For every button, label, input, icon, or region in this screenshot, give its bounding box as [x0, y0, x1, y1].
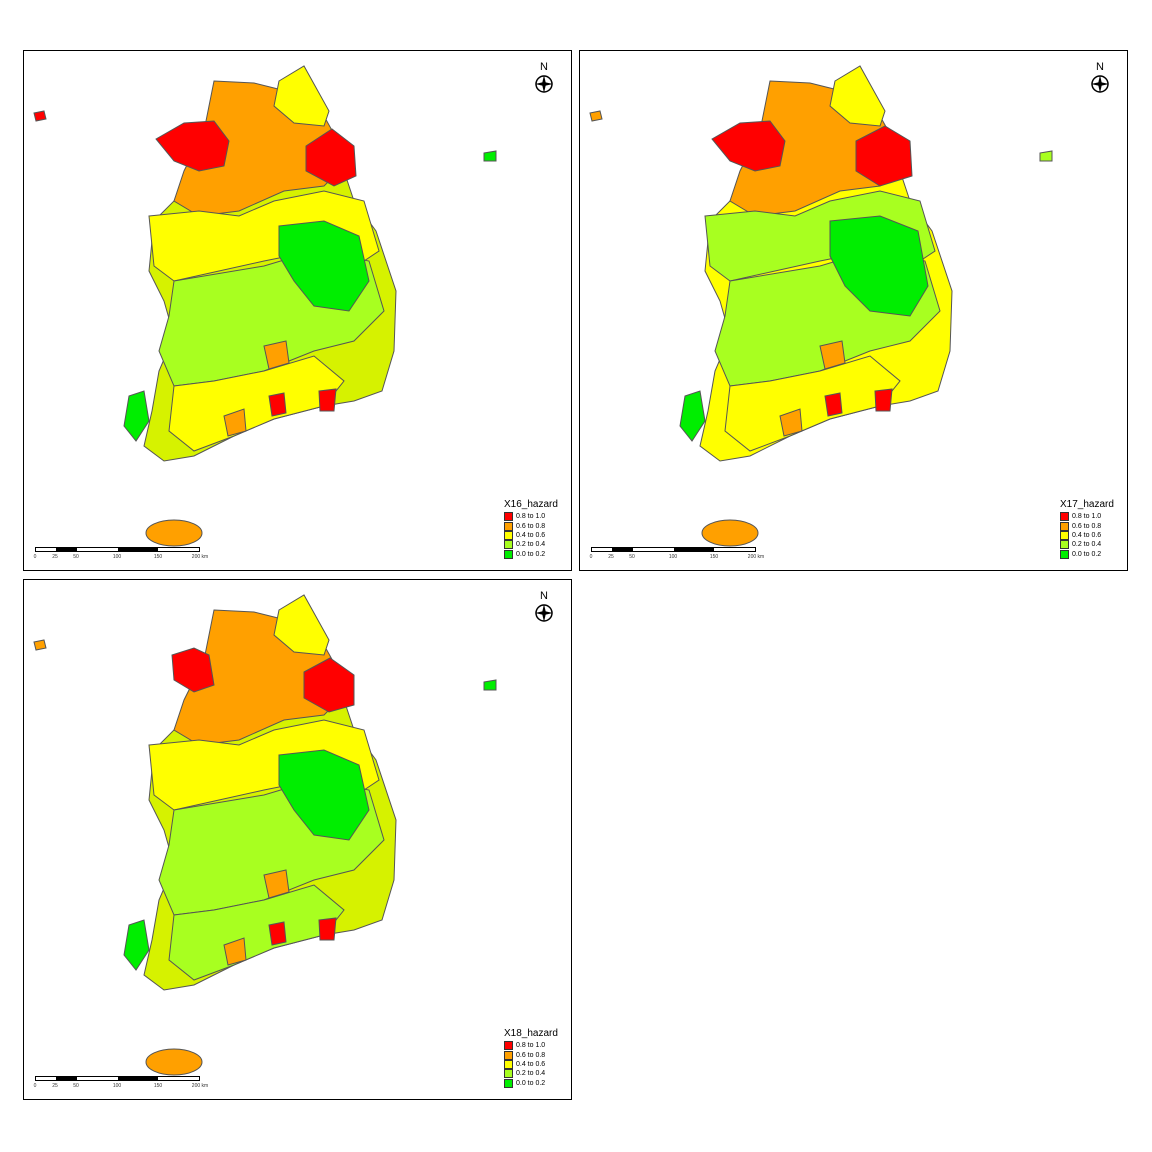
scale-tick: 100 — [112, 554, 122, 560]
legend-label: 0.0 to 0.2 — [1072, 550, 1102, 558]
scale-tick: 25 — [52, 1083, 58, 1089]
legend-label: 0.0 to 0.2 — [516, 550, 546, 558]
legend-label: 0.2 to 0.4 — [516, 541, 546, 549]
legend-item: 0.6 to 0.8 — [504, 521, 558, 531]
legend-swatch — [504, 1059, 513, 1069]
scale-tick: 50 — [73, 554, 79, 560]
legend-title: X16_hazard — [504, 499, 558, 510]
legend-swatch — [504, 549, 513, 559]
legend-item: 0.6 to 0.8 — [1060, 521, 1114, 531]
choropleth-map — [33, 594, 497, 1076]
scale-tick: 0 — [589, 554, 593, 560]
legend-swatch — [504, 512, 513, 522]
scale-tick: 200 km — [191, 554, 209, 560]
legend-label: 0.6 to 0.8 — [1072, 522, 1102, 530]
legend-label: 0.4 to 0.6 — [1072, 531, 1102, 539]
legend-item: 0.0 to 0.2 — [1060, 549, 1114, 559]
compass-rose-icon — [535, 75, 553, 93]
legend-label: 0.2 to 0.4 — [1072, 541, 1102, 549]
scale-tick: 100 — [112, 1083, 122, 1089]
legend-label: 0.8 to 1.0 — [516, 1042, 546, 1050]
map-panel-x18: N X18_hazard 0.8 to 1.0 0.6 to 0.8 0.4 t… — [23, 579, 572, 1100]
legend-item: 0.8 to 1.0 — [504, 512, 558, 522]
north-letter: N — [540, 590, 548, 602]
legend-swatch — [504, 1078, 513, 1088]
legend-title: X17_hazard — [1060, 499, 1114, 510]
legend-item: 0.0 to 0.2 — [504, 549, 558, 559]
legend-item: 0.4 to 0.6 — [1060, 530, 1114, 540]
legend-label: 0.2 to 0.4 — [516, 1070, 546, 1078]
scale-tick: 25 — [608, 554, 614, 560]
legend-item: 0.0 to 0.2 — [504, 1078, 558, 1088]
legend-item: 0.2 to 0.4 — [1060, 540, 1114, 550]
scale-tick: 100 — [668, 554, 678, 560]
legend-label: 0.4 to 0.6 — [516, 531, 546, 539]
legend-item: 0.4 to 0.6 — [504, 1059, 558, 1069]
legend-swatch — [504, 530, 513, 540]
legend-label: 0.8 to 1.0 — [516, 513, 546, 521]
scale-bar — [591, 547, 756, 552]
scale-tick: 0 — [33, 554, 37, 560]
north-arrow: N — [532, 62, 556, 94]
scale-tick: 50 — [73, 1083, 79, 1089]
legend-swatch — [1060, 521, 1069, 531]
legend-item: 0.2 to 0.4 — [504, 1069, 558, 1079]
legend-swatch — [1060, 512, 1069, 522]
compass-rose-icon — [1091, 75, 1109, 93]
legend-item: 0.8 to 1.0 — [1060, 512, 1114, 522]
scale-tick: 50 — [629, 554, 635, 560]
legend: X17_hazard 0.8 to 1.0 0.6 to 0.8 0.4 to … — [1060, 499, 1114, 559]
scale-tick: 150 — [709, 554, 719, 560]
legend-item: 0.2 to 0.4 — [504, 540, 558, 550]
scale-bar — [35, 547, 200, 552]
legend-label: 0.8 to 1.0 — [1072, 513, 1102, 521]
north-arrow: N — [532, 591, 556, 623]
scale-bar — [35, 1076, 200, 1081]
scale-tick: 25 — [52, 554, 58, 560]
legend-item: 0.6 to 0.8 — [504, 1050, 558, 1060]
legend-title: X18_hazard — [504, 1028, 558, 1039]
legend-swatch — [1060, 549, 1069, 559]
scale-tick: 200 km — [747, 554, 765, 560]
legend-swatch — [504, 1041, 513, 1051]
map-panel-x17: N X17_hazard 0.8 to 1.0 0.6 to 0.8 0.4 t… — [579, 50, 1128, 571]
choropleth-map — [33, 65, 497, 547]
legend-item: 0.8 to 1.0 — [504, 1041, 558, 1051]
legend-swatch — [504, 521, 513, 531]
legend-label: 0.0 to 0.2 — [516, 1079, 546, 1087]
scale-tick: 200 km — [191, 1083, 209, 1089]
legend-swatch — [504, 1069, 513, 1079]
legend: X16_hazard 0.8 to 1.0 0.6 to 0.8 0.4 to … — [504, 499, 558, 559]
legend: X18_hazard 0.8 to 1.0 0.6 to 0.8 0.4 to … — [504, 1028, 558, 1088]
legend-label: 0.4 to 0.6 — [516, 1060, 546, 1068]
legend-swatch — [1060, 530, 1069, 540]
north-letter: N — [540, 61, 548, 73]
scale-tick: 0 — [33, 1083, 37, 1089]
scale-tick: 150 — [153, 554, 163, 560]
scale-tick: 150 — [153, 1083, 163, 1089]
legend-label: 0.6 to 0.8 — [516, 522, 546, 530]
compass-rose-icon — [535, 604, 553, 622]
map-panel-x16: N X16_hazard 0.8 to 1.0 0.6 to 0.8 0.4 t… — [23, 50, 572, 571]
legend-swatch — [504, 1050, 513, 1060]
legend-swatch — [504, 540, 513, 550]
north-arrow: N — [1088, 62, 1112, 94]
legend-item: 0.4 to 0.6 — [504, 530, 558, 540]
north-letter: N — [1096, 61, 1104, 73]
legend-swatch — [1060, 540, 1069, 550]
choropleth-map — [589, 65, 1053, 547]
legend-label: 0.6 to 0.8 — [516, 1051, 546, 1059]
